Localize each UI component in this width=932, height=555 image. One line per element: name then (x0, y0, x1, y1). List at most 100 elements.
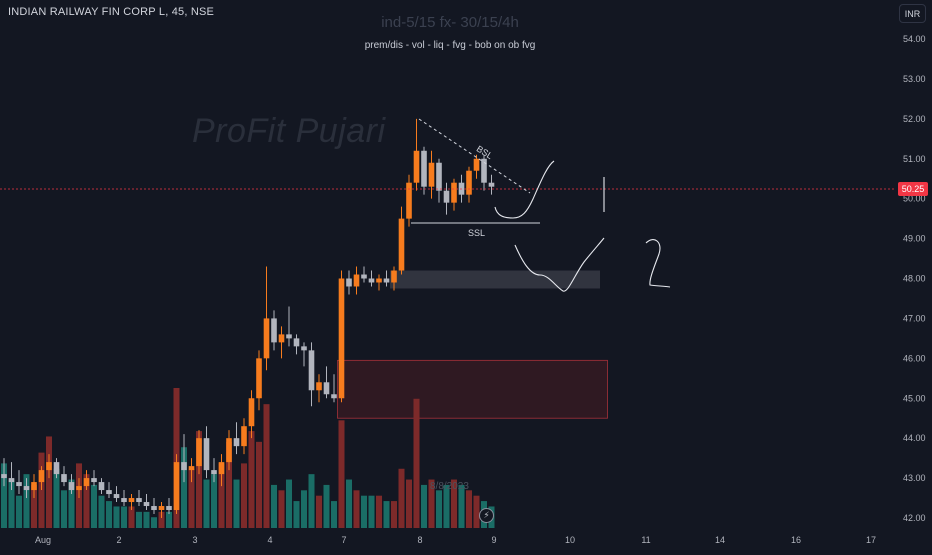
volume-bar (376, 495, 382, 528)
volume-bar (406, 479, 412, 528)
volume-bar (121, 506, 127, 528)
volume-bar (68, 479, 75, 528)
candle (158, 502, 165, 518)
candle (83, 470, 90, 491)
bsl-trendline (418, 118, 531, 194)
volume-bar (466, 490, 472, 528)
x-tick-label: 14 (715, 535, 725, 545)
candle (241, 418, 247, 455)
candle (38, 466, 45, 491)
volume-bar (293, 501, 300, 528)
volume-bar (151, 517, 157, 528)
volume-bar (1, 463, 7, 528)
volume-bar (331, 501, 337, 528)
x-tick-label: Aug (35, 535, 51, 545)
candle (1, 458, 7, 487)
candle (16, 470, 22, 495)
watermark: ProFit Pujari (192, 112, 386, 150)
candle (128, 494, 135, 511)
candle (53, 458, 60, 479)
candle (406, 174, 412, 227)
hover-date-label: 8/8/2023 (430, 481, 469, 492)
volume-bar (436, 490, 442, 528)
y-tick-label: 52.00 (903, 114, 926, 124)
y-tick-label: 45.00 (903, 393, 926, 403)
candle (338, 270, 345, 403)
volume-bar (398, 468, 405, 528)
volume-bar (308, 474, 315, 528)
volume-bar (8, 479, 15, 528)
volume-bar (233, 479, 240, 528)
volume-bar (263, 404, 270, 528)
ssl-label: SSL (468, 228, 485, 238)
candle (391, 266, 397, 291)
candle (271, 310, 277, 351)
y-axis: 54.00 53.00 52.00 51.00 50.00 49.00 48.00 47.00… (903, 34, 926, 523)
y-tick-label: 46.00 (903, 353, 926, 363)
candle (331, 374, 337, 403)
x-tick-label: 7 (341, 535, 346, 545)
volume-bar (226, 441, 232, 528)
y-tick-label: 53.00 (903, 74, 926, 84)
x-tick-label: 10 (565, 535, 575, 545)
x-axis: Aug 2 3 4 7 8 9 10 11 14 16 17 (35, 535, 876, 545)
candle (136, 490, 142, 507)
volume-bar (421, 484, 427, 528)
volume-bar (383, 501, 390, 528)
x-tick-label: 2 (116, 535, 121, 545)
candle (473, 154, 480, 179)
candle (166, 498, 172, 515)
candle (316, 374, 322, 403)
candle (61, 466, 67, 487)
candle (181, 434, 187, 483)
candle (293, 334, 300, 355)
candle (376, 274, 382, 291)
candle (301, 342, 307, 367)
volume-bar (451, 479, 457, 528)
candle (31, 474, 37, 499)
currency-button[interactable]: INR (899, 4, 926, 23)
candle (68, 474, 75, 495)
candle (233, 422, 240, 455)
lightning-icon[interactable]: ⚡ (479, 508, 494, 523)
candle (113, 486, 120, 503)
volume-bar (91, 484, 97, 528)
candle (106, 482, 112, 499)
volume-bar (241, 463, 247, 528)
x-tick-label: 4 (267, 535, 272, 545)
x-tick-label: 17 (866, 535, 876, 545)
volume-bar (143, 511, 150, 528)
volume-bar (196, 431, 202, 528)
candle (428, 150, 435, 199)
candle (323, 366, 330, 399)
volume-bar (323, 484, 330, 528)
freehand-number-2 (645, 239, 671, 288)
candle (173, 454, 180, 515)
volume-bar (391, 501, 397, 528)
candle (98, 478, 105, 495)
candle (353, 266, 360, 295)
volume-bar (316, 495, 322, 528)
candle (203, 426, 210, 479)
volume-bar (46, 436, 52, 528)
candle (256, 350, 262, 411)
volume-bar (23, 474, 30, 528)
x-tick-label: 8 (417, 535, 422, 545)
candle (278, 326, 285, 359)
candle (481, 154, 487, 191)
y-tick-label: 47.00 (903, 313, 926, 323)
volume-bar (458, 484, 465, 528)
volume-bar (211, 474, 217, 528)
candle (286, 306, 292, 347)
candle (346, 270, 352, 295)
volume-bar (203, 479, 210, 528)
candle (226, 430, 232, 471)
volume-bar (301, 490, 307, 528)
candle (8, 462, 15, 491)
volume-bar (181, 447, 187, 528)
volume-bar (361, 495, 367, 528)
volume-bar (218, 463, 225, 528)
volume-bar (413, 398, 420, 528)
indicator-line: ind-5/15 fx- 30/15/4h (381, 14, 519, 31)
